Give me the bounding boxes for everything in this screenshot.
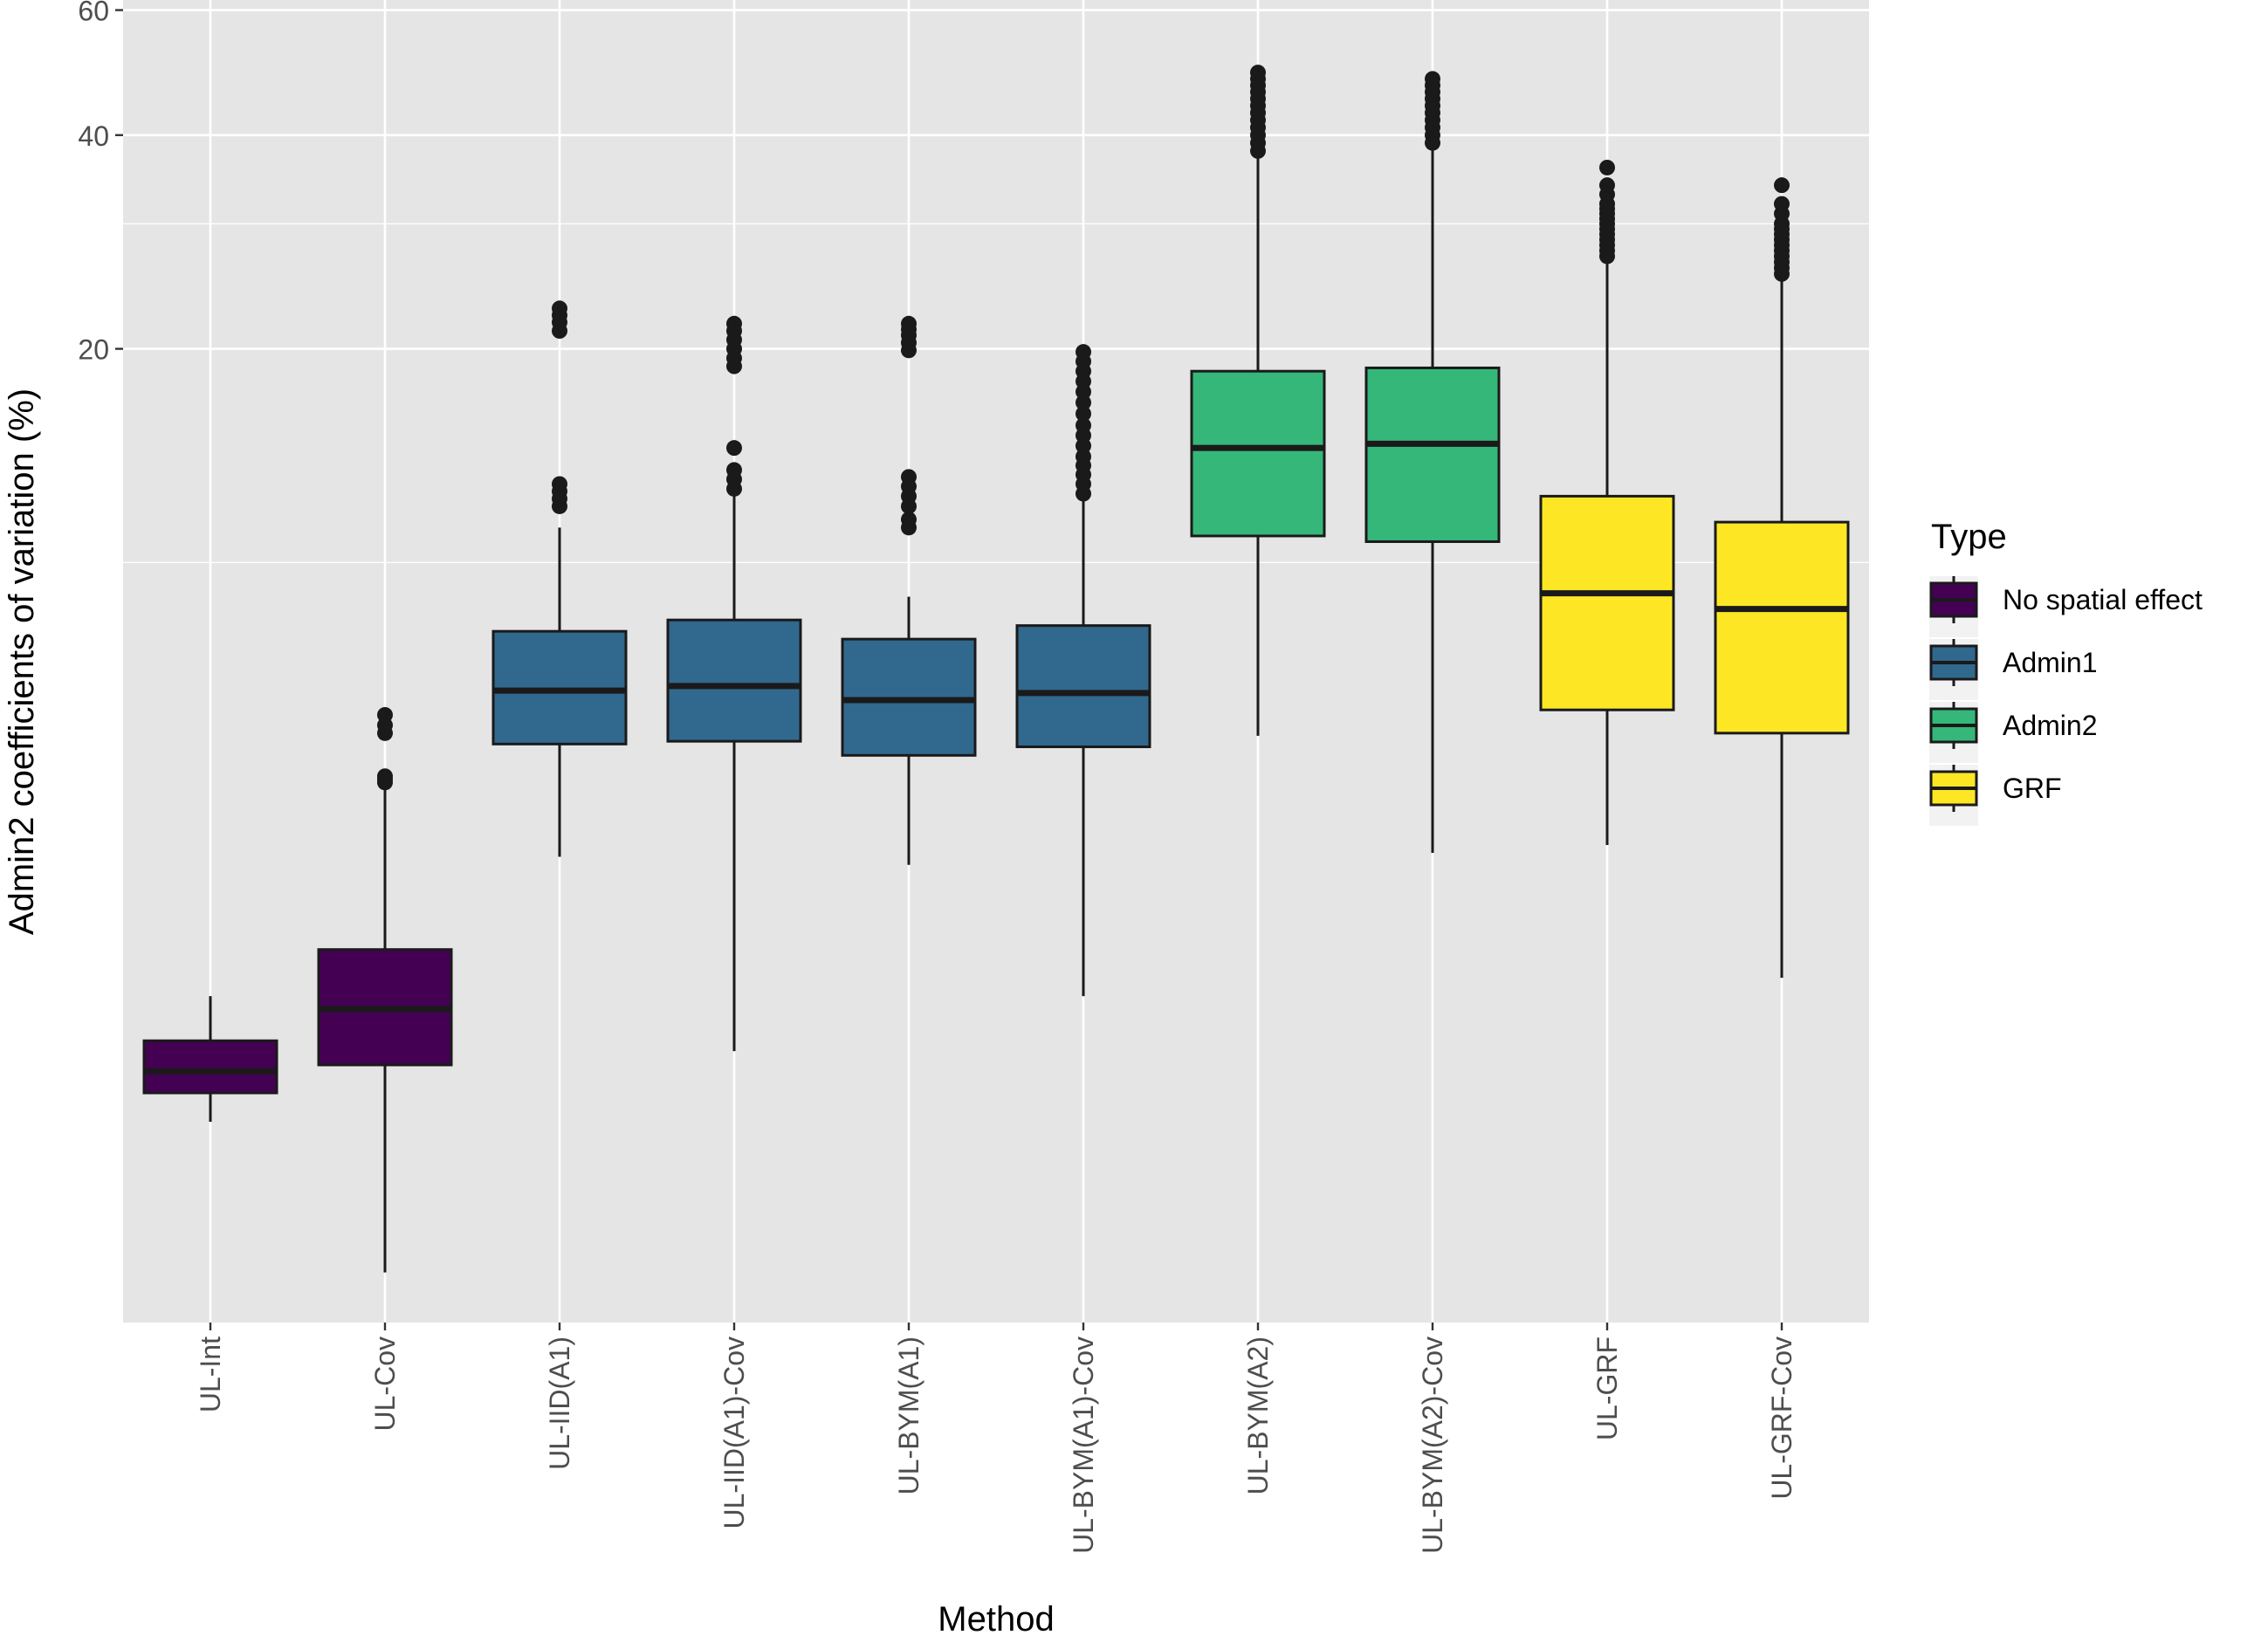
y-axis: 20 40 60 <box>78 0 123 366</box>
legend-label: GRF <box>2003 773 2062 804</box>
outlier-point <box>1425 71 1440 87</box>
box-iqr <box>1714 520 1850 735</box>
y-tick-label: 60 <box>78 0 109 27</box>
box-UL-BYM(A1) <box>841 315 977 865</box>
box-UL-Int <box>142 996 278 1123</box>
box-UL-Cov <box>317 706 453 1273</box>
legend-item: Admin1 <box>1929 639 2098 700</box>
box-UL-IID(A1) <box>491 300 628 857</box>
boxes-layer <box>142 65 1850 1273</box>
legend-item: GRF <box>1929 765 2062 826</box>
y-tick-label: 40 <box>78 120 109 152</box>
y-tick-label: 20 <box>78 334 109 366</box>
outlier-point <box>726 440 742 457</box>
legend-item: No spatial effect <box>1929 576 2203 637</box>
x-tick-label: UL-GRF-Cov <box>1766 1336 1797 1500</box>
box-iqr <box>1539 494 1675 711</box>
legend-title: Type <box>1931 518 2007 556</box>
x-axis: UL-Int UL-Cov UL-IID(A1) UL-IID(A1)-Cov UL-B… <box>195 1323 1797 1554</box>
box-iqr <box>1190 369 1326 538</box>
legend-label: No spatial effect <box>2003 584 2203 615</box>
x-tick-label: UL-BYM(A1) <box>893 1336 924 1494</box>
box-UL-GRF-Cov <box>1714 177 1850 979</box>
box-UL-BYM(A2)-Cov <box>1364 71 1501 853</box>
legend-item: Admin2 <box>1929 702 2098 763</box>
x-tick-label: UL-Int <box>195 1336 226 1412</box>
outlier-point <box>1076 395 1091 411</box>
outlier-point <box>726 315 742 332</box>
outlier-point <box>1076 406 1091 423</box>
outlier-point <box>1599 159 1615 175</box>
outlier-point <box>901 469 917 485</box>
outlier-point <box>552 476 567 492</box>
y-axis-title: Admin2 coefficients of variation (%) <box>3 388 41 935</box>
box-UL-BYM(A1)-Cov <box>1015 344 1151 997</box>
outlier-point <box>1076 344 1091 361</box>
outlier-point <box>1250 65 1266 81</box>
outlier-point <box>552 300 567 317</box>
x-tick-label: UL-IID(A1)-Cov <box>718 1336 750 1529</box>
legend-keys: No spatial effect Admin1 Admin2 GRF <box>1929 576 2203 826</box>
x-tick-label: UL-BYM(A2) <box>1242 1336 1274 1494</box>
outlier-point <box>377 768 393 785</box>
box-iqr <box>1364 366 1501 543</box>
outlier-point <box>1076 449 1091 465</box>
legend-label: Admin1 <box>2003 647 2098 678</box>
box-iqr <box>1015 624 1151 749</box>
outlier-point <box>901 315 917 332</box>
box-iqr <box>142 1039 278 1095</box>
outlier-point <box>1774 196 1790 212</box>
x-tick-label: UL-GRF <box>1591 1336 1623 1440</box>
legend-label: Admin2 <box>2003 710 2098 741</box>
outlier-point <box>901 512 917 528</box>
x-tick-label: UL-Cov <box>369 1336 401 1431</box>
box-UL-IID(A1)-Cov <box>666 315 802 1052</box>
outlier-point <box>1774 177 1790 194</box>
box-iqr <box>666 618 802 743</box>
x-axis-title: Method <box>938 1600 1054 1639</box>
box-UL-GRF <box>1539 159 1675 845</box>
x-tick-label: UL-IID(A1) <box>544 1336 575 1470</box>
outlier-point <box>1076 417 1091 434</box>
x-tick-label: UL-BYM(A1)-Cov <box>1068 1336 1099 1554</box>
box-UL-BYM(A2) <box>1190 65 1326 736</box>
outlier-point <box>377 706 393 723</box>
outlier-point <box>726 462 742 478</box>
legend: Type No spatial effect Admin1 Admin2 GRF <box>1910 518 2255 826</box>
outlier-point <box>1599 177 1615 194</box>
x-tick-label: UL-BYM(A2)-Cov <box>1417 1336 1448 1554</box>
